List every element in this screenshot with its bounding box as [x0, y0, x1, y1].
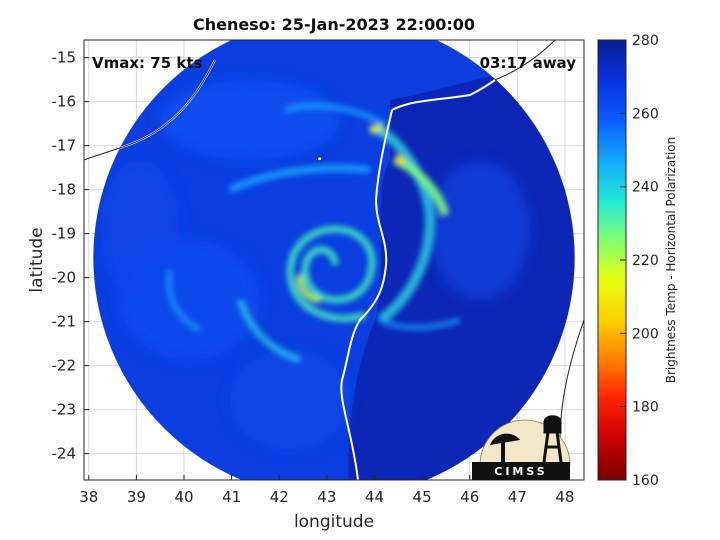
colorbar-tick-label: 260 — [632, 106, 659, 122]
x-tick-label: 44 — [365, 488, 384, 506]
plot-area: 38 39 40 41 42 43 44 45 46 47 48 -15 -16 -17 -18 -19 -2… — [52, 39, 585, 506]
x-tick-label: 40 — [174, 488, 193, 506]
x-tick-label: 41 — [222, 488, 241, 506]
y-axis-label: latitude — [27, 227, 47, 292]
x-tick-label: 47 — [508, 488, 527, 506]
x-tick-label: 43 — [317, 488, 336, 506]
rain-bands — [166, 102, 461, 364]
y-tick-label: -20 — [52, 269, 77, 287]
coastline-north — [391, 79, 496, 111]
x-tick-label: 38 — [79, 488, 98, 506]
y-tick-label: -16 — [52, 93, 77, 111]
y-tick-label: -24 — [52, 445, 77, 463]
colorbar-ticks: 280 260 240 220 200 180 160 — [620, 33, 659, 489]
x-axis-ticks: 38 39 40 41 42 43 44 45 46 47 48 — [79, 475, 574, 506]
x-tick-label: 48 — [555, 488, 574, 506]
x-tick-label: 39 — [127, 488, 146, 506]
colorbar-tick-label: 180 — [632, 400, 659, 416]
colorbar-tick-label: 240 — [632, 180, 659, 196]
colorbar-tick-label: 200 — [632, 326, 659, 342]
vmax-annotation: Vmax: 75 kts — [92, 54, 202, 72]
timing-annotation: 03:17 away — [480, 54, 577, 72]
colorbar-tick-label: 160 — [632, 473, 659, 489]
coastline-outside-west — [84, 59, 216, 161]
y-tick-label: -18 — [52, 181, 77, 199]
y-tick-label: -22 — [52, 357, 77, 375]
y-tick-label: -15 — [52, 49, 77, 67]
y-tick-label: -17 — [52, 137, 77, 155]
chart-title: Cheneso: 25-Jan-2023 22:00:00 — [193, 15, 475, 34]
colorbar: 280 260 240 220 200 180 160 Brightness Temp - … — [597, 33, 678, 489]
y-tick-label: -19 — [52, 225, 77, 243]
cloud-texture — [100, 80, 530, 450]
y-tick-label: -23 — [52, 401, 77, 419]
swath-layer — [84, 40, 584, 480]
plot-frame — [83, 39, 585, 481]
swath-outline — [93, 40, 575, 480]
logo-text: CIMSS — [494, 465, 547, 478]
coastline-outside-east — [494, 40, 556, 81]
x-tick-label: 42 — [270, 488, 289, 506]
logo-band — [472, 462, 570, 480]
x-tick-label: 46 — [460, 488, 479, 506]
logo-dish-stand — [501, 440, 505, 462]
x-axis-label: longitude — [294, 512, 374, 532]
cimss-logo: CIMSS — [472, 415, 571, 480]
coastline — [340, 109, 393, 480]
logo-tower-icon — [542, 415, 563, 463]
y-tick-label: -21 — [52, 313, 77, 331]
x-tick-label: 45 — [413, 488, 432, 506]
logo-dish-icon — [490, 433, 520, 445]
colorbar-label: Brightness Temp - Horizontal Polarizatio… — [664, 137, 678, 384]
colorbar-tick-label: 280 — [632, 33, 659, 49]
y-axis-ticks: -15 -16 -17 -18 -19 -20 -21 -22 -23 -24 — [52, 49, 89, 463]
colorbar-tick-label: 220 — [632, 253, 659, 269]
storm-center-marker — [317, 156, 323, 162]
